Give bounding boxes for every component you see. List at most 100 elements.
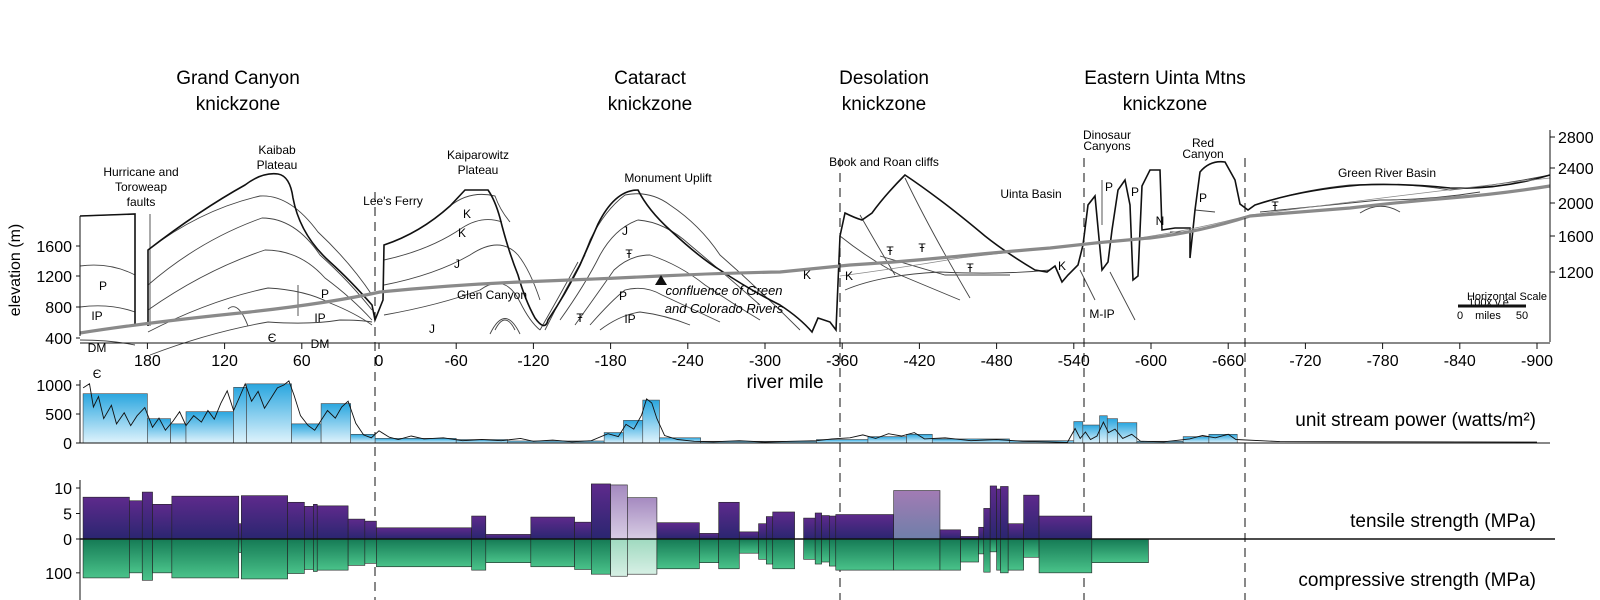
unit-label-gc-7: DM — [311, 337, 330, 351]
power-reach-bar-13 — [623, 420, 644, 444]
river-mile-tick-label: -120 — [517, 353, 549, 370]
compressive-bar-1 — [129, 538, 143, 574]
elev-right-tick-label: 2800 — [1558, 130, 1594, 147]
river-mile-tick-label: -420 — [903, 353, 935, 370]
topography-line — [79, 160, 1551, 334]
elev-left-tick-label: 1200 — [36, 269, 72, 286]
power-ticks: 1000 500 0 — [36, 378, 80, 453]
river-mile-label: river mile — [746, 372, 823, 393]
power-label: unit stream power (watts/m²) — [1295, 410, 1536, 431]
tensile-bar-2 — [141, 491, 153, 540]
elevation-axis-label: elevation (m) — [7, 224, 24, 316]
river-mile-tick-label: -900 — [1521, 353, 1553, 370]
compressive-bar-22 — [699, 538, 719, 563]
compressive-bar-41 — [1007, 538, 1024, 571]
tensile-bar-6 — [241, 495, 288, 540]
kaibab-label-2: Plateau — [257, 158, 298, 172]
power-reach-bar-7 — [320, 403, 351, 444]
compressive-bar-44 — [1091, 538, 1149, 563]
unit-label-mid-9: K — [803, 268, 811, 282]
tensile-bar-33 — [893, 490, 941, 540]
tensile-bar-5 — [238, 523, 242, 540]
tensile-bar-3 — [152, 504, 173, 540]
river-mile-tick-label: 60 — [293, 353, 311, 370]
tensile-bar-9 — [313, 504, 318, 540]
compressive-bar-36 — [978, 538, 985, 555]
tensile-bar-43 — [1038, 515, 1093, 540]
tensile-bar-19 — [610, 484, 628, 540]
tensile-bar-30 — [821, 515, 830, 540]
power-reach-bar-5 — [246, 383, 292, 444]
compressive-bar-38 — [989, 538, 997, 553]
power-tick-label: 500 — [45, 407, 72, 424]
red-canyon-label-1: Red — [1192, 136, 1214, 150]
kaiparowitz-label-2: Plateau — [458, 163, 499, 177]
unit-label-north-4: P — [1105, 180, 1113, 194]
tensile-bar-28 — [803, 517, 816, 540]
tensile-bar-26 — [765, 516, 774, 540]
unit-label-mid-5: Ŧ — [625, 247, 633, 261]
hurricane-label-1: Hurricane and — [103, 165, 178, 179]
place-labels: Hurricane and Toroweap faults Kaibab Pla… — [103, 128, 1547, 322]
river-profile — [79, 184, 1551, 335]
compressive-bar-3 — [152, 538, 173, 574]
uinta-title-2: knickzone — [1123, 94, 1208, 115]
hscale-zero: 0 — [1457, 310, 1463, 322]
unit-label-north-6: N — [1156, 214, 1165, 228]
tensile-bar-11 — [347, 518, 366, 540]
tensile-bar-10 — [316, 505, 349, 540]
unit-label-mid-7: IP — [624, 312, 635, 326]
unit-label-gc-3: Є — [93, 367, 102, 381]
river-mile-tick-label: -840 — [1444, 353, 1476, 370]
confluence-label-2: and Colorado Rivers — [665, 301, 784, 316]
power-reach-bar-23 — [1082, 424, 1100, 444]
river-mile-tick-label: -780 — [1367, 353, 1399, 370]
compressive-bar-26 — [765, 538, 774, 565]
tensile-bar-13 — [376, 527, 472, 540]
river-mile-tick-label: -60 — [445, 353, 468, 370]
elev-right-tick-label: 2000 — [1558, 196, 1594, 213]
compressive-strength-panel — [82, 538, 1149, 581]
compressive-bar-37 — [983, 538, 991, 573]
compressive-bar-21 — [656, 538, 700, 570]
power-reach-bar-24 — [1099, 415, 1108, 444]
unit-label-north-7: P — [1199, 191, 1207, 205]
power-reach-bar-26 — [1117, 422, 1138, 444]
tensile-bar-41 — [1007, 523, 1024, 540]
dinosaur-label-1: Dinosaur — [1083, 128, 1131, 142]
tensile-bar-22 — [699, 533, 719, 540]
river-mile-tick-label: -480 — [981, 353, 1013, 370]
book-roan-label: Book and Roan cliffs — [829, 155, 939, 169]
compressive-bar-17 — [574, 538, 592, 570]
compressive-bar-0 — [82, 538, 130, 579]
hscale-fifty: 50 — [1516, 310, 1528, 322]
hscale-title: Horizontal Scale — [1467, 291, 1547, 303]
compressive-bar-4 — [171, 538, 240, 579]
compressive-bar-5 — [238, 538, 242, 553]
compressive-bar-16 — [530, 538, 575, 568]
power-reach-bar-15 — [659, 437, 701, 444]
desolation-title-1: Desolation — [839, 68, 929, 89]
tensile-strength-panel — [82, 483, 1093, 540]
uinta-basin-label: Uinta Basin — [1000, 187, 1061, 201]
tensile-bar-4 — [171, 495, 240, 540]
power-reach-bar-2 — [170, 423, 187, 444]
power-reach-bar-8 — [350, 433, 376, 444]
compressive-bar-11 — [347, 538, 366, 566]
uinta-title-1: Eastern Uinta Mtns — [1084, 68, 1246, 89]
tensile-bar-7 — [287, 501, 305, 540]
compressive-bar-6 — [241, 538, 288, 580]
glen-canyon-label: Glen Canyon — [457, 288, 527, 302]
tensile-bar-31 — [829, 515, 837, 540]
river-mile-tick-label: -240 — [672, 353, 704, 370]
tensile-bar-23 — [718, 501, 740, 540]
compressive-bar-12 — [364, 538, 377, 564]
compressive-bar-32 — [835, 538, 894, 571]
dinosaur-label-2: Canyons — [1083, 139, 1130, 153]
desolation-title-2: knickzone — [842, 94, 927, 115]
unit-label-mid-3: J — [429, 322, 435, 336]
compressive-bar-30 — [821, 538, 830, 563]
tensile-bar-39 — [996, 488, 1001, 540]
unit-label-mid-0: K — [463, 207, 471, 221]
tensile-tick-label: 10 — [54, 481, 72, 498]
